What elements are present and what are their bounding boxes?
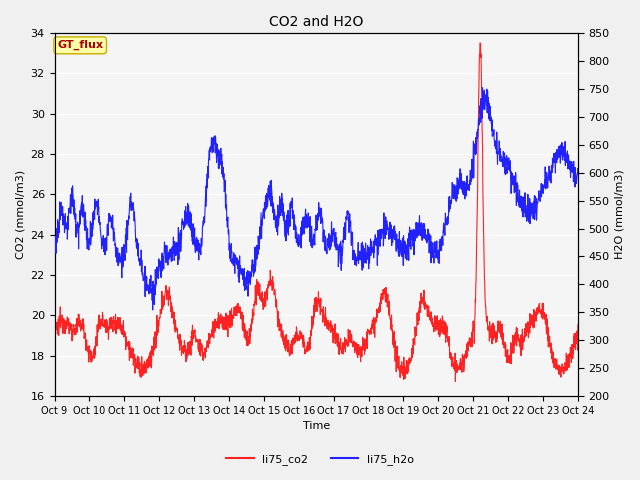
Title: CO2 and H2O: CO2 and H2O — [269, 15, 364, 29]
Text: GT_flux: GT_flux — [57, 40, 103, 50]
Legend: li75_co2, li75_h2o: li75_co2, li75_h2o — [221, 450, 419, 469]
Y-axis label: H2O (mmol/m3): H2O (mmol/m3) — [615, 169, 625, 259]
X-axis label: Time: Time — [303, 421, 330, 432]
Y-axis label: CO2 (mmol/m3): CO2 (mmol/m3) — [15, 170, 25, 259]
